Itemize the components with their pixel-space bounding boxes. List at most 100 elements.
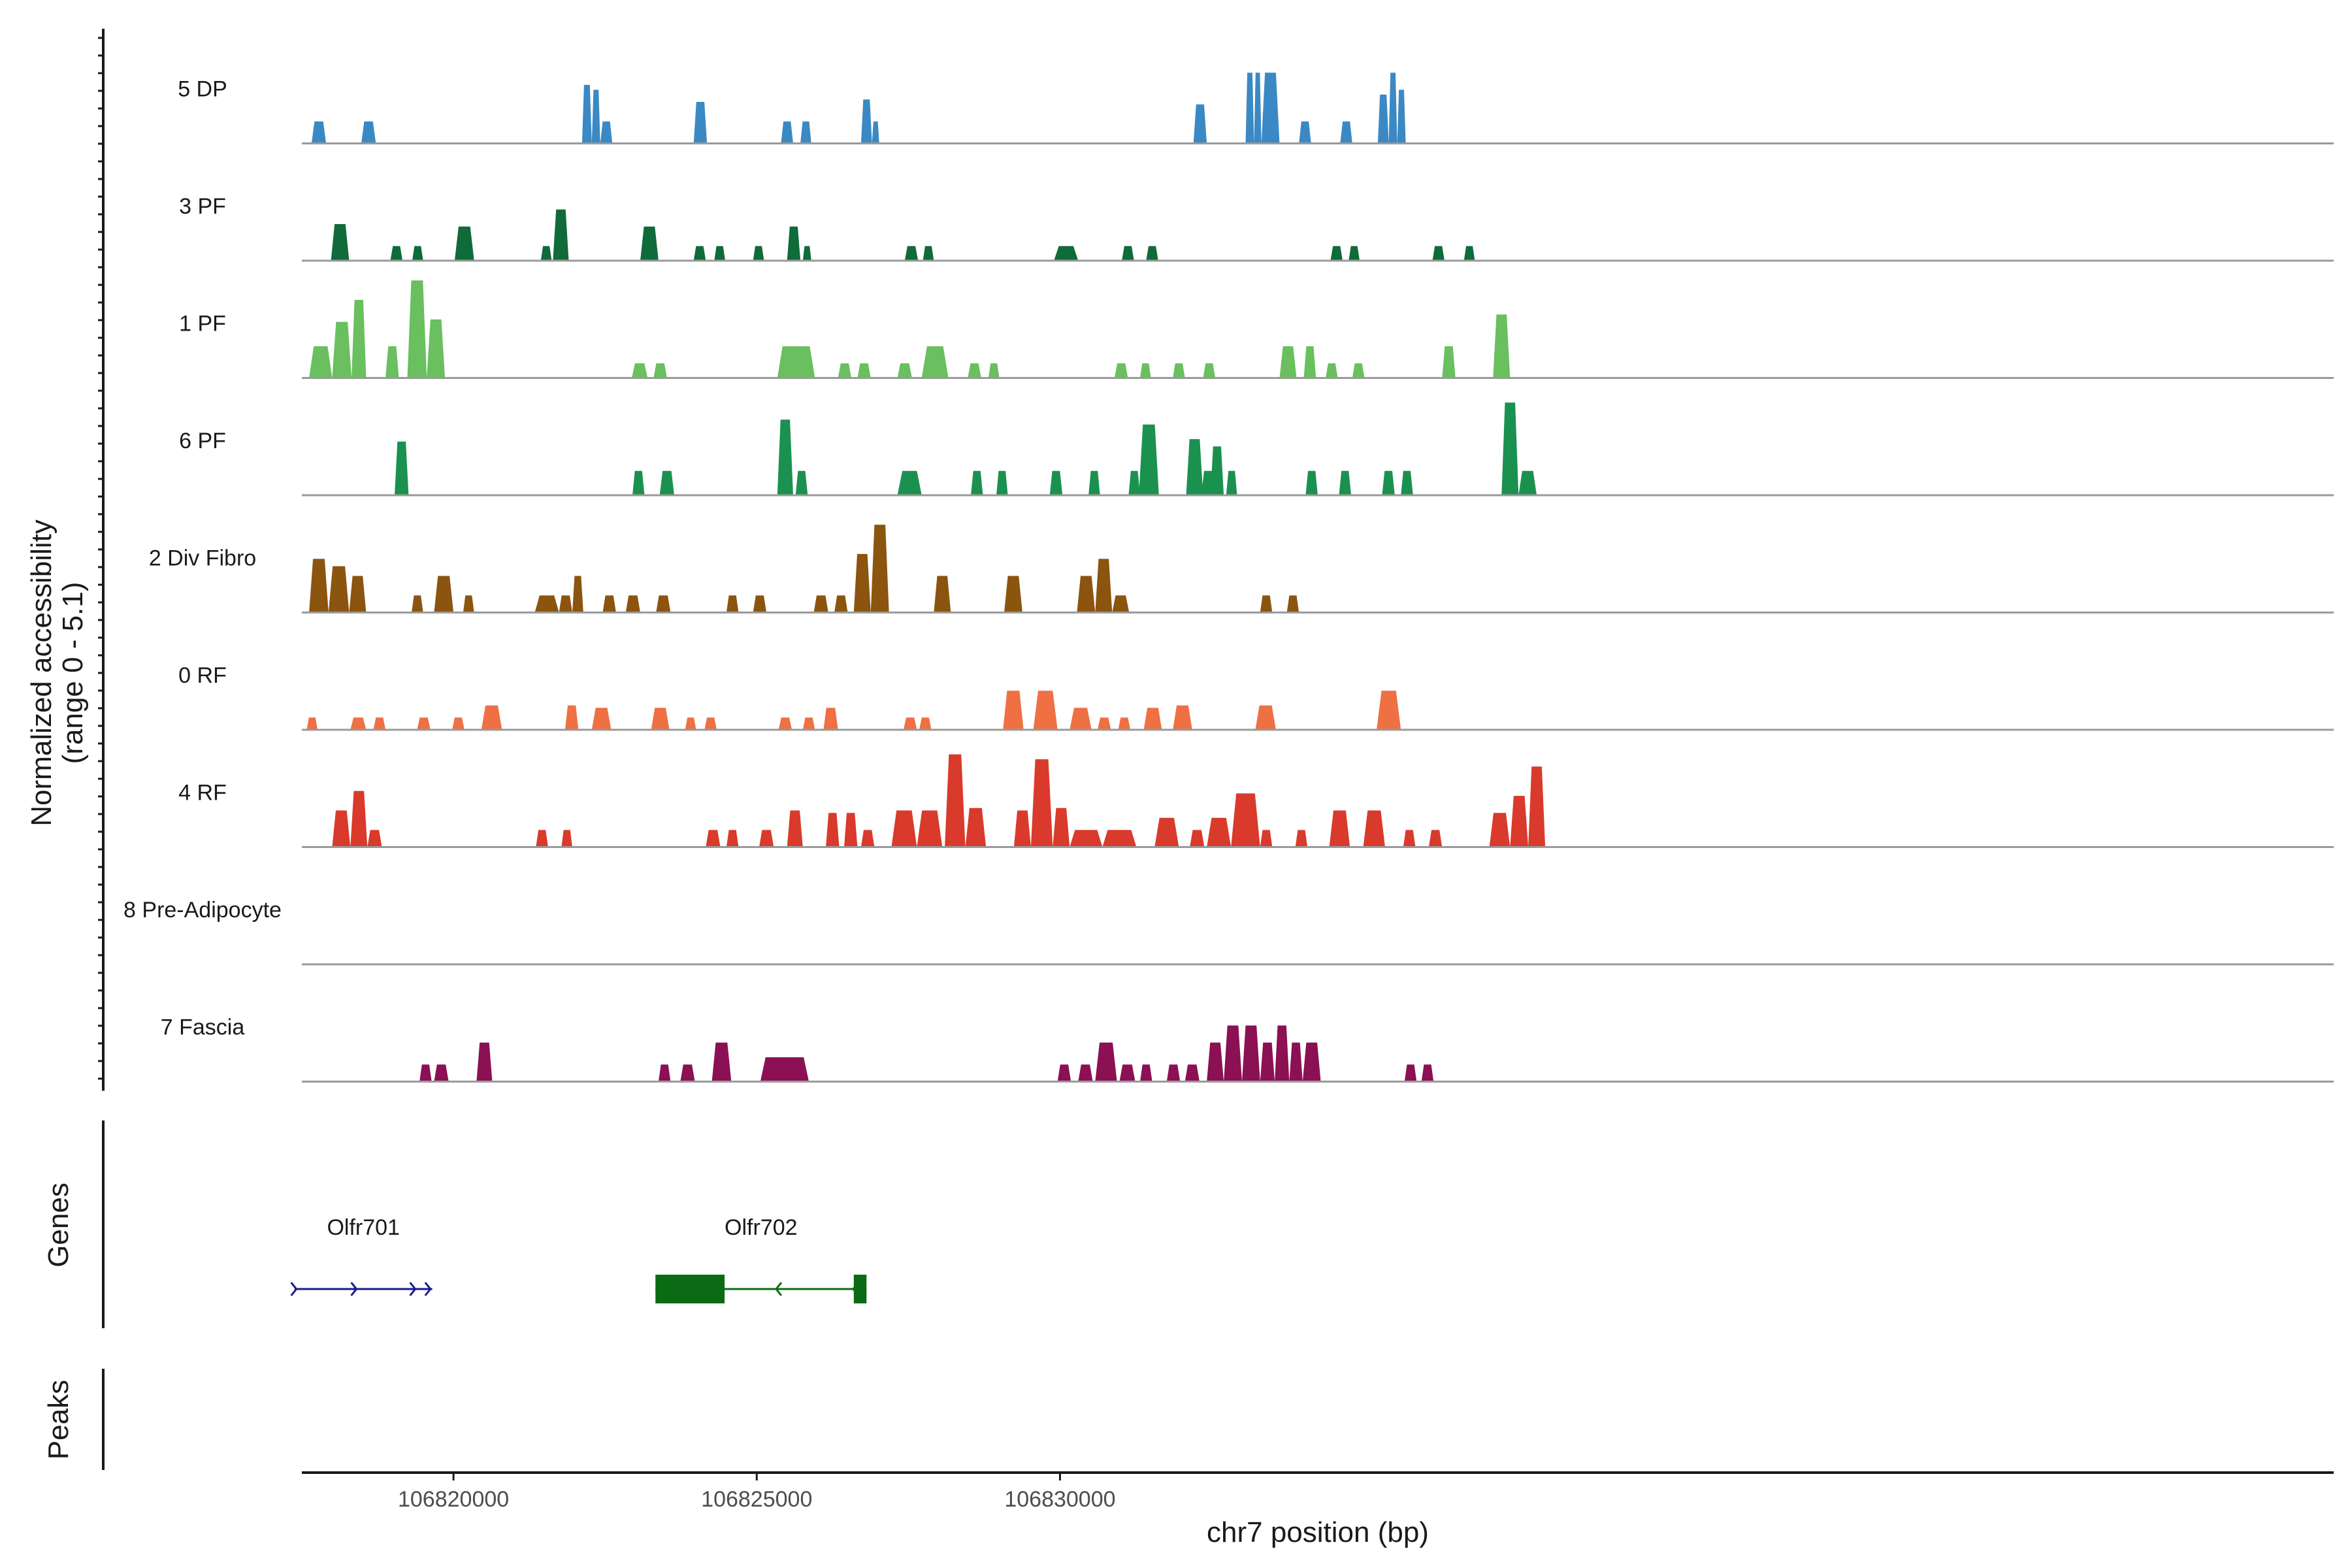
coverage-peak: [1260, 1042, 1275, 1082]
coverage-peak: [1442, 346, 1456, 378]
coverage-peak: [680, 1064, 695, 1082]
coverage-peak: [706, 830, 721, 847]
coverage-peak: [853, 553, 871, 613]
coverage-peak: [726, 830, 739, 847]
coverage-peak: [704, 717, 717, 730]
coverage-peak: [1305, 470, 1318, 495]
track-5-dp: 5 DP: [178, 73, 2334, 144]
coverage-peak: [1403, 830, 1416, 847]
coverage-peak: [309, 559, 329, 613]
track-label: 8 Pre-Adipocyte: [123, 898, 282, 923]
coverage-peak: [857, 363, 871, 378]
coverage-peak: [332, 810, 351, 847]
coverage-peak: [1432, 246, 1445, 261]
coverage-peak: [373, 717, 386, 730]
coverage-peak: [903, 717, 917, 730]
coverage-peak: [1095, 1042, 1117, 1082]
coverage-peak: [1260, 830, 1273, 847]
coverage-peak: [559, 595, 572, 613]
track-label: 7 Fascia: [161, 1015, 245, 1040]
coverage-peak: [1095, 559, 1113, 613]
coverage-peak: [787, 810, 803, 847]
coverage-peak: [1184, 1064, 1200, 1082]
coverage-peak: [1518, 470, 1537, 495]
coverage-peak: [602, 595, 616, 613]
coverage-peak: [561, 830, 572, 847]
coverage-peak: [781, 121, 793, 144]
coverage-peak: [1003, 691, 1024, 730]
coverage-peak: [419, 1064, 432, 1082]
coverage-peak: [777, 419, 793, 495]
coverage-peak: [917, 810, 943, 847]
coverage-peak: [1193, 104, 1207, 144]
coverage-peak: [1224, 1025, 1242, 1082]
coverage-peak: [1377, 94, 1389, 144]
coverage-peak: [1118, 717, 1131, 730]
coverage-peak: [1261, 73, 1280, 144]
coverage-peak: [1057, 1064, 1071, 1082]
coverage-peak: [1489, 813, 1511, 847]
track-7-fascia: 7 Fascia: [161, 1015, 2334, 1083]
coverage-peak: [1286, 595, 1299, 613]
coverage-peak: [1078, 1064, 1093, 1082]
coverage-peak: [753, 246, 764, 261]
coverage-peak: [921, 346, 949, 378]
coverage-peak: [1140, 1064, 1152, 1082]
coverage-peak: [452, 717, 465, 730]
coverage-peak: [971, 470, 983, 495]
coverage-peak: [640, 226, 659, 261]
coverage-peak: [919, 717, 932, 730]
coverage-peak: [1173, 705, 1192, 730]
coverage-peak: [625, 595, 640, 613]
gene-label: Olfr701: [327, 1215, 400, 1240]
coverage-peak: [714, 246, 725, 261]
track-label: 3 PF: [179, 194, 226, 219]
coverage-peak: [760, 1057, 809, 1082]
coverage-peak: [1339, 470, 1352, 495]
coverage-peak: [787, 226, 801, 261]
coverage-peak: [860, 99, 872, 144]
gene-exon: [853, 1275, 867, 1303]
coverage-tracks: 5 DP 3 PF 1 PF 6 PF 2 Div Fibro 0 RF 4 RF 8 Pre…: [123, 73, 2334, 1083]
coverage-peak: [1146, 246, 1158, 261]
coverage-peak: [823, 708, 838, 730]
coverage-peak: [1428, 830, 1443, 847]
x-axis-ticks: 106820000 106825000 106830000: [398, 1473, 1116, 1512]
coverage-peak: [778, 717, 792, 730]
coverage-peak: [350, 791, 368, 847]
coverage-peak: [800, 121, 811, 144]
coverage-peak: [350, 717, 367, 730]
strand-arrow: [409, 1282, 417, 1296]
coverage-peak: [385, 346, 399, 378]
coverage-peak: [726, 595, 739, 613]
coverage-peak: [361, 121, 376, 144]
coverage-peak: [1190, 830, 1205, 847]
coverage-peak: [759, 830, 774, 847]
coverage-peak: [1053, 808, 1070, 847]
coverage-peak: [996, 470, 1008, 495]
coverage-peak: [1254, 73, 1262, 144]
coverage-peak: [1388, 73, 1397, 144]
coverage-peak: [1326, 363, 1338, 378]
coverage-peak: [1299, 121, 1311, 144]
y-axis-title: Normalized accessibility: [25, 519, 57, 826]
track-2-div-fibro: 2 Div Fibro: [149, 525, 2334, 613]
coverage-peak: [1260, 595, 1273, 613]
coverage-peak: [1275, 1025, 1290, 1082]
coverage-peak: [656, 595, 671, 613]
coverage-peak: [1231, 793, 1260, 847]
x-tick-label: 106830000: [1004, 1487, 1115, 1512]
coverage-peak: [632, 363, 648, 378]
coverage-peak: [1115, 363, 1128, 378]
coverage-peak: [802, 717, 815, 730]
coverage-peak: [753, 595, 767, 613]
coverage-peak: [1302, 1042, 1321, 1082]
coverage-peak: [328, 566, 350, 613]
peaks-panel-label: Peaks: [42, 1380, 74, 1460]
coverage-peak: [1295, 830, 1308, 847]
track-3-pf: 3 PF: [179, 194, 2334, 262]
coverage-peak: [349, 576, 367, 613]
coverage-peak: [711, 1042, 732, 1082]
y-axis: [98, 29, 105, 1091]
